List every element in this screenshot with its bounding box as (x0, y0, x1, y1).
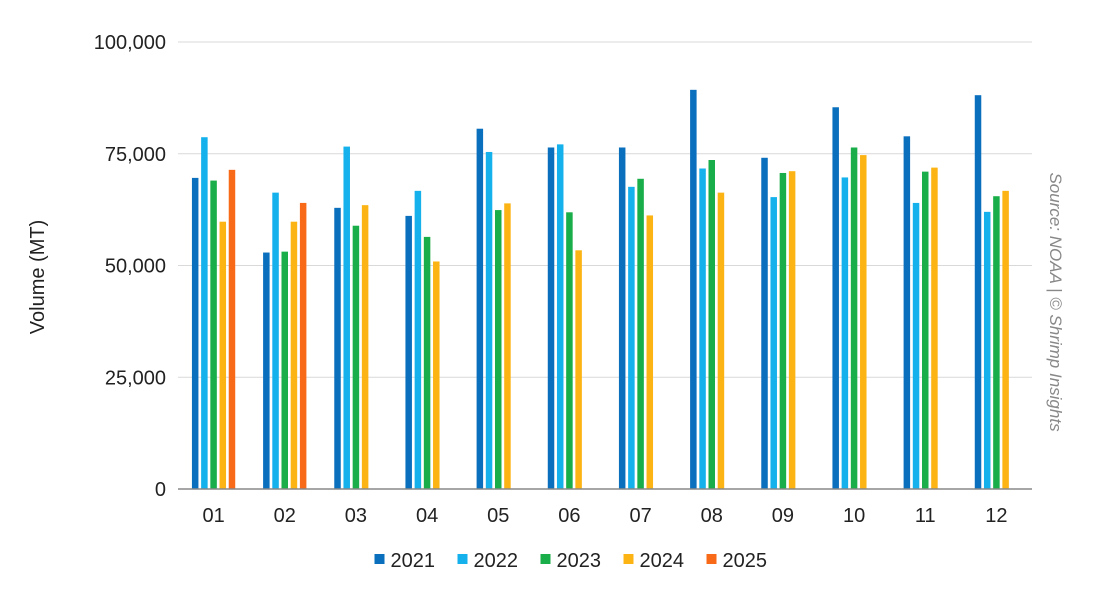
bar-2025-01 (228, 169, 236, 490)
legend-label: 2025 (723, 550, 768, 572)
bar-2024-11 (931, 167, 938, 489)
bar-2024-06 (575, 250, 582, 489)
bar-2025-02 (299, 202, 307, 490)
y-tick-label: 0 (155, 479, 166, 501)
bars (191, 89, 1009, 490)
bar-2024-09 (788, 171, 796, 490)
x-tick-label: 01 (202, 505, 224, 527)
bar-2021-10 (832, 107, 839, 490)
bar-2021-11 (903, 136, 911, 489)
y-axis-title: Volume (MT) (27, 220, 49, 334)
legend-item-2022: 2022 (457, 550, 519, 572)
bar-2022-07 (628, 186, 635, 489)
bar-2021-04 (405, 215, 412, 489)
y-axis-ticks: 0 25,000 50,000 75,000 100,000 (94, 32, 166, 501)
y-tick-label: 75,000 (105, 144, 166, 166)
x-tick-label: 10 (843, 505, 865, 527)
x-tick-label: 07 (629, 505, 651, 527)
bar-2022-11 (912, 202, 920, 490)
x-tick-label: 03 (345, 505, 367, 527)
bar-2022-04 (414, 190, 422, 489)
bar-2023-05 (495, 210, 502, 489)
bar-2024-04 (433, 261, 440, 489)
legend-item-2025: 2025 (706, 550, 768, 572)
bar-2022-10 (841, 177, 849, 490)
bar-2021-06 (547, 147, 555, 489)
x-axis-ticks: 01 02 03 04 05 06 07 08 09 10 11 12 (202, 505, 1007, 527)
bar-2021-01 (191, 177, 199, 489)
bar-2024-12 (1002, 190, 1009, 489)
legend-swatch (540, 554, 551, 564)
bar-2024-07 (646, 215, 654, 489)
legend-label: 2021 (391, 550, 436, 572)
bar-2024-10 (860, 155, 867, 489)
x-tick-label: 08 (701, 505, 723, 527)
legend-swatch (374, 554, 385, 564)
bar-2023-02 (281, 251, 288, 489)
legend-label: 2022 (474, 550, 519, 572)
bar-2022-09 (770, 197, 777, 489)
bar-2021-05 (476, 128, 484, 489)
legend-label: 2024 (640, 550, 685, 572)
bar-2021-07 (618, 147, 626, 489)
legend-swatch (457, 554, 468, 564)
y-tick-label: 50,000 (105, 256, 166, 278)
bar-2023-11 (922, 171, 929, 489)
bar-2024-08 (717, 192, 725, 489)
bar-2023-01 (210, 180, 217, 489)
bar-2023-07 (637, 178, 644, 490)
bar-2022-01 (201, 137, 208, 489)
source-note: Source: NOAA | © Shrimp Insights (1046, 172, 1065, 432)
bar-2022-08 (699, 168, 706, 489)
legend-item-2023: 2023 (540, 550, 602, 572)
bar-2022-12 (983, 211, 991, 490)
x-tick-label: 02 (274, 505, 296, 527)
bar-2022-05 (485, 151, 493, 489)
bar-2023-09 (779, 172, 787, 489)
x-tick-label: 04 (416, 505, 438, 527)
legend: 2021 2022 2023 2024 2025 (374, 550, 768, 572)
bar-2023-04 (423, 236, 431, 489)
y-tick-label: 25,000 (105, 367, 166, 389)
bar-2022-03 (343, 146, 350, 489)
bar-2023-12 (993, 196, 1000, 489)
bar-2024-05 (504, 203, 511, 489)
legend-item-2021: 2021 (374, 550, 436, 572)
x-tick-label: 11 (915, 505, 936, 527)
x-tick-label: 05 (487, 505, 509, 527)
y-tick-label: 100,000 (94, 32, 166, 54)
x-tick-label: 09 (772, 505, 794, 527)
bar-2023-10 (850, 147, 858, 489)
x-tick-label: 06 (558, 505, 580, 527)
bar-2023-06 (566, 212, 573, 489)
bar-2024-03 (361, 205, 369, 489)
legend-label: 2023 (557, 550, 602, 572)
bar-2021-12 (974, 95, 982, 490)
bar-2021-08 (690, 89, 697, 489)
legend-item-2024: 2024 (623, 550, 685, 572)
bar-2022-02 (272, 192, 279, 489)
x-tick-label: 12 (985, 505, 1007, 527)
bar-2021-09 (761, 157, 768, 489)
bar-2024-01 (219, 221, 227, 489)
bar-2022-06 (556, 144, 564, 489)
legend-swatch (623, 554, 634, 564)
bar-2024-02 (290, 221, 298, 489)
bar-2023-08 (708, 160, 715, 489)
gridlines (178, 41, 1032, 378)
bar-2021-03 (334, 207, 341, 489)
bar-2023-03 (352, 225, 360, 490)
bar-2021-02 (263, 252, 270, 489)
legend-swatch (706, 554, 717, 564)
